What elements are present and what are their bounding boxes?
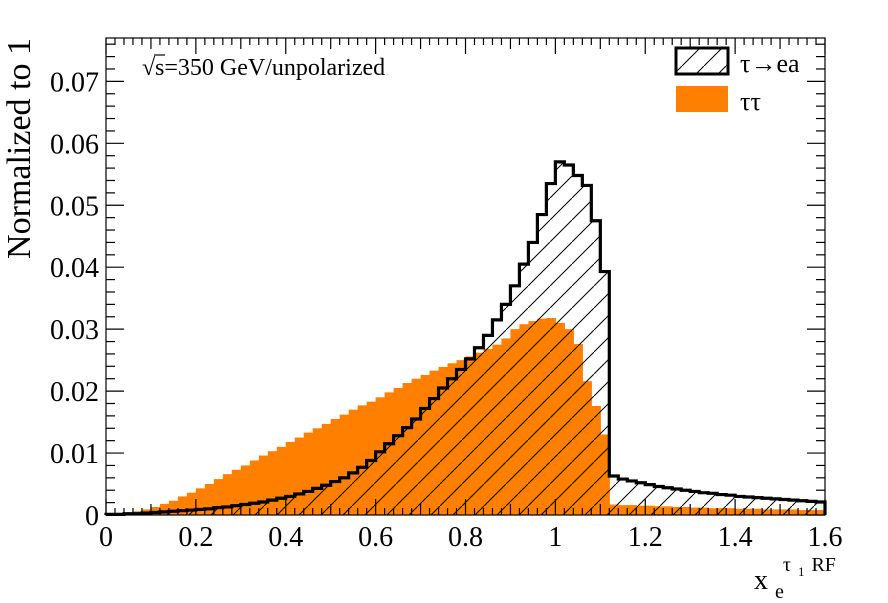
x-tick-label: 0.6 (358, 522, 393, 553)
y-tick-labels: 0 0.01 0.02 0.03 0.04 0.05 0.06 0.07 (50, 67, 99, 532)
x-tick-label: 0.2 (178, 522, 213, 553)
legend: τ→ea ττ (674, 46, 800, 116)
background-bar (357, 405, 368, 515)
background-bar (267, 451, 278, 515)
x-tick-label: 0 (99, 522, 113, 553)
y-tick-label: 0.05 (50, 191, 99, 222)
sqrt-symbol: √ (142, 55, 156, 81)
background-bar (240, 465, 251, 515)
y-axis-label: Normalized to 1 (1, 38, 38, 259)
energy-annotation: √ s=350 GeV/unpolarized (142, 54, 385, 81)
x-tick-label: 0.8 (448, 522, 483, 553)
y-tick-label: 0.04 (50, 253, 99, 284)
axis-ticks (105, 38, 826, 516)
background-bar (258, 455, 269, 515)
x-tick-label: 1 (548, 522, 562, 553)
background-bar (231, 469, 242, 515)
y-tick-label: 0.03 (50, 315, 99, 346)
background-bar (348, 409, 359, 515)
annotation-text: s=350 GeV/unpolarized (155, 55, 385, 81)
background-bar (159, 503, 170, 515)
background-bar (312, 428, 323, 515)
x-label-sup: τ (783, 554, 791, 576)
background-bar (186, 492, 197, 515)
background-bar (339, 414, 350, 515)
background-bar (168, 500, 179, 515)
x-tick-label: 1.2 (628, 522, 663, 553)
x-tick-labels: 0 0.2 0.4 0.6 0.8 1 1.2 1.4 1.6 (99, 522, 843, 553)
legend-label-signal: τ→ea (740, 49, 800, 78)
background-bar (285, 441, 296, 515)
y-tick-label: 0.06 (50, 129, 99, 160)
y-tick-label: 0.01 (50, 439, 99, 470)
signal-hatch-fill (106, 161, 825, 515)
background-bar (177, 496, 188, 515)
background-bar (294, 437, 305, 515)
background-bar (249, 460, 260, 515)
background-bar (321, 423, 332, 515)
y-tick-label: 0.02 (50, 377, 99, 408)
x-tick-label: 1.6 (808, 522, 843, 553)
background-bar (276, 446, 287, 515)
x-axis-label: x e τ 1 RF (754, 547, 836, 603)
background-bar (222, 474, 233, 515)
y-tick-label: 0 (85, 501, 99, 532)
x-label-base: x (754, 565, 768, 596)
background-bar (330, 418, 341, 515)
x-tick-label: 1.4 (718, 522, 753, 553)
x-label-sup-tail: RF (811, 554, 835, 576)
legend-label-background: ττ (740, 87, 761, 116)
background-bar (366, 401, 377, 515)
x-tick-label: 0.4 (268, 522, 303, 553)
background-bar (204, 484, 215, 515)
legend-swatch-background (676, 86, 728, 112)
background-bar (303, 432, 314, 515)
x-label-sup-sub: 1 (798, 564, 805, 579)
legend-swatch-signal (674, 46, 730, 76)
background-bar (195, 488, 206, 515)
x-label-sub: e (775, 581, 784, 603)
signal-outline (104, 160, 827, 516)
background-bar (213, 479, 224, 515)
y-tick-label: 0.07 (50, 67, 99, 98)
